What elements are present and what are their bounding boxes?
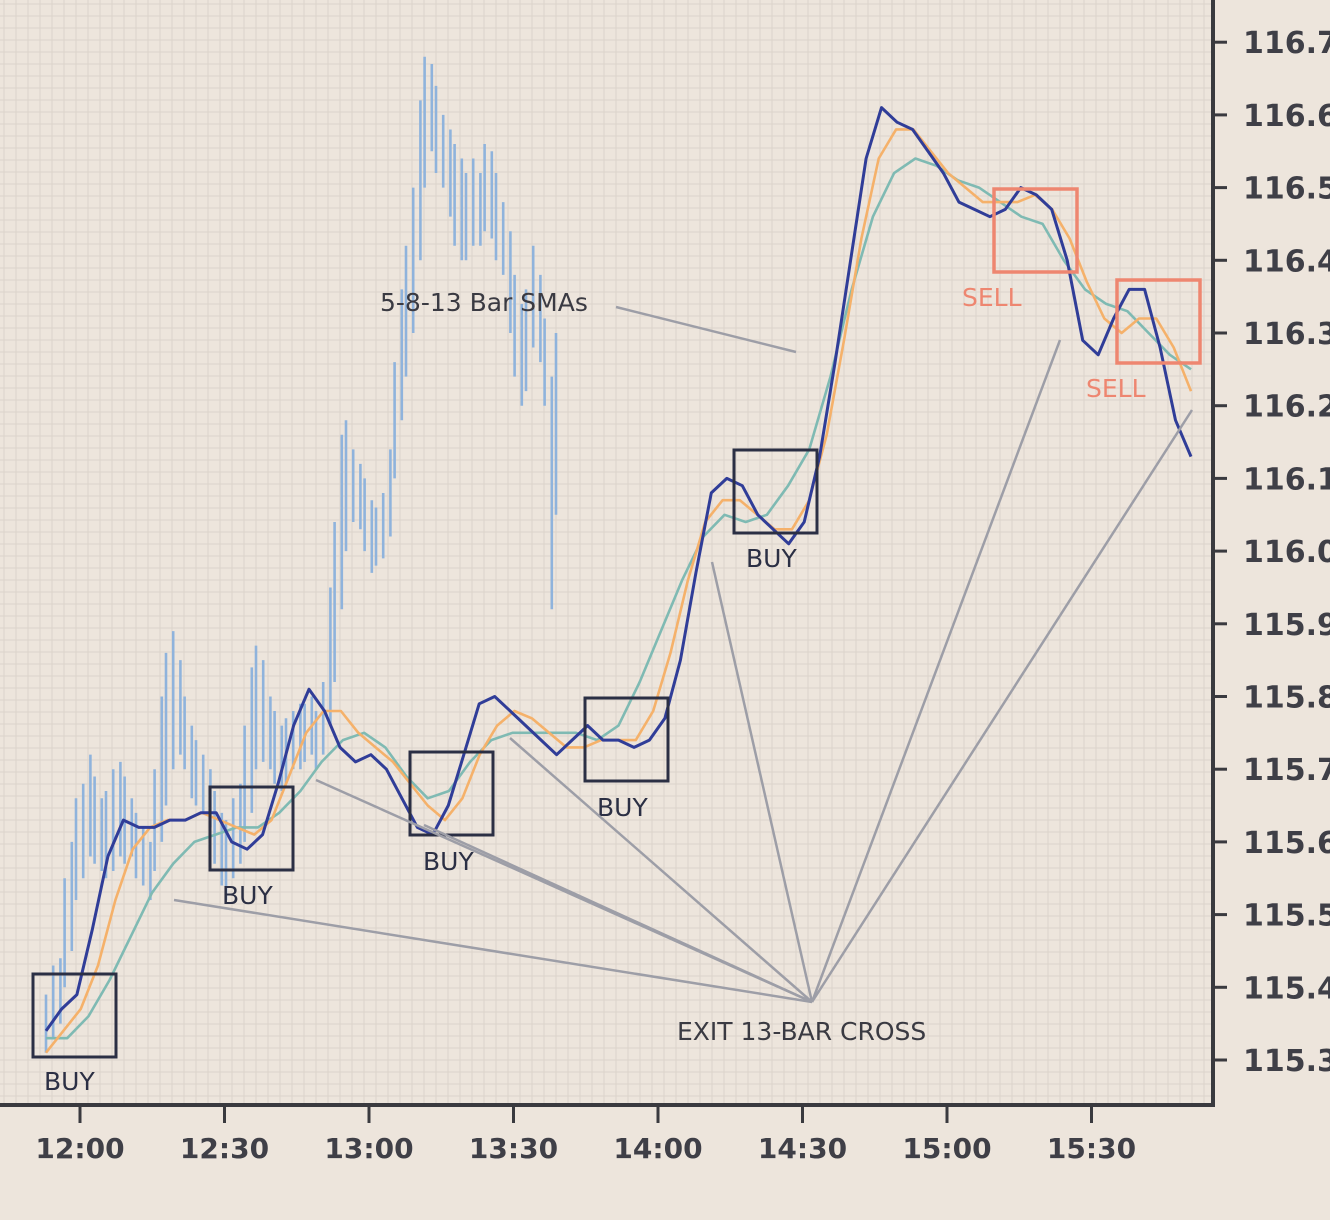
- buy-signal-box: [583, 696, 670, 783]
- y-tick-label: 116.60: [1243, 99, 1330, 134]
- sell-signal-box: [992, 187, 1079, 274]
- sell-signal-label: SELL: [962, 283, 1022, 312]
- y-tick-label: 116.50: [1243, 172, 1330, 207]
- y-tick-label: 116.10: [1243, 462, 1330, 497]
- y-tick-label: 115.80: [1243, 681, 1330, 716]
- x-tick-label: 14:30: [758, 1132, 847, 1165]
- exit-annotation-pointer: [710, 561, 814, 1003]
- y-tick-label: 115.50: [1243, 899, 1330, 934]
- buy-signal-label: BUY: [746, 544, 797, 573]
- exit-annotation-pointer: [810, 409, 1194, 1003]
- exit-annotation-pointer: [173, 898, 813, 1004]
- sell-signal-box: [1115, 278, 1202, 365]
- y-tick-label: 116.40: [1243, 244, 1330, 279]
- x-tick-label: 12:00: [35, 1132, 124, 1165]
- exit-annotation-pointer: [509, 737, 813, 1003]
- y-tick-label: 115.70: [1243, 753, 1330, 788]
- sma-annotation-pointer: [615, 305, 797, 354]
- grid: [0, 0, 1213, 1105]
- sma-annotation-label: 5-8-13 Bar SMAs: [380, 288, 588, 317]
- buy-signal-label: BUY: [222, 881, 273, 910]
- buy-signal-box: [408, 750, 495, 837]
- y-tick-label: 115.30: [1243, 1044, 1330, 1079]
- buy-signal-label: BUY: [44, 1067, 95, 1096]
- y-tick-label: 116.20: [1243, 390, 1330, 425]
- sma-line-1: [44, 106, 1193, 1032]
- y-tick-label: 116.00: [1243, 535, 1330, 570]
- y-tick-label: 115.60: [1243, 826, 1330, 861]
- y-tick-label: 116.70: [1243, 26, 1330, 61]
- sell-signal-label: SELL: [1086, 374, 1146, 403]
- annotations: 5-8-13 Bar SMAs EXIT 13-BAR CROSS: [173, 288, 1194, 1046]
- exit-annotation-label: EXIT 13-BAR CROSS: [677, 1017, 926, 1046]
- buy-signal-label: BUY: [423, 847, 474, 876]
- x-tick-label: 14:00: [613, 1132, 702, 1165]
- x-tick-label: 15:00: [902, 1132, 991, 1165]
- y-tick-label: 116.30: [1243, 317, 1330, 352]
- buy-signal-box: [208, 785, 295, 872]
- y-tick-label: 115.40: [1243, 971, 1330, 1006]
- x-tick-label: 12:30: [180, 1132, 269, 1165]
- buy-signal-label: BUY: [597, 793, 648, 822]
- buy-signal-box: [732, 448, 819, 535]
- exit-annotation-pointer: [423, 823, 813, 1004]
- exit-annotation-pointer: [810, 339, 1062, 1003]
- sma-lines: [44, 106, 1193, 1054]
- x-tick-label: 15:30: [1047, 1132, 1136, 1165]
- x-tick-label: 13:30: [469, 1132, 558, 1165]
- axes: 115.30 115.40 115.50 115.60 115.70 115.80 115.…: [0, 0, 1330, 1165]
- buy-signal-box: [31, 972, 118, 1059]
- x-tick-label: 13:00: [324, 1132, 413, 1165]
- signal-boxes: BUY BUY BUY BUY BUY SELL SELL: [31, 187, 1202, 1096]
- y-tick-label: 115.90: [1243, 608, 1330, 643]
